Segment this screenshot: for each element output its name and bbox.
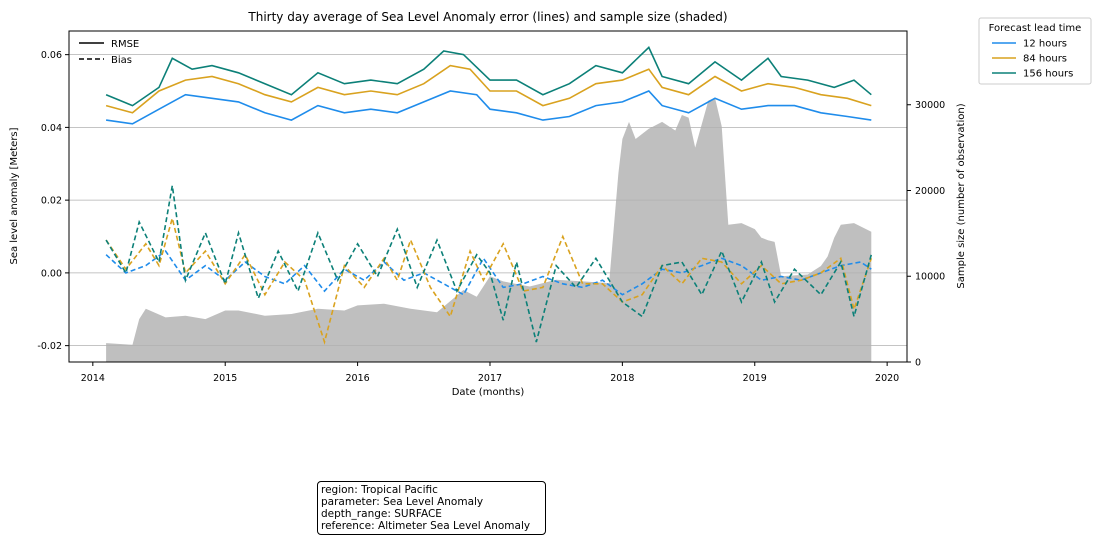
bias-line-series-0 <box>105 249 872 296</box>
y-tick-label-0: -0.02 <box>37 341 62 352</box>
rmse-bias-legend: RMSE Bias <box>79 39 139 66</box>
bias-legend-label: Bias <box>111 55 132 66</box>
rmse-legend-label: RMSE <box>111 39 139 50</box>
y-tick-label-3: 0.04 <box>41 123 62 134</box>
y2-tick-label-1: 10000 <box>915 272 945 283</box>
rmse-line-series-1 <box>105 64 872 114</box>
plot-frame <box>68 30 908 363</box>
bias-line-series-2 <box>105 185 873 343</box>
y2-tick-label-3: 30000 <box>915 100 945 111</box>
x-tick-label-3: 2017 <box>478 373 502 384</box>
y-tick-label-4: 0.06 <box>41 50 62 61</box>
rmse-line-series-2 <box>105 46 872 107</box>
info-depth-range: depth_range: SURFACE <box>321 508 442 520</box>
info-parameter: parameter: Sea Level Anomaly <box>321 496 484 508</box>
lead-time-legend: Forecast lead time 12 hours 84 hours 156 h… <box>978 17 1092 85</box>
lead-legend-label-2: 156 hours <box>1023 69 1073 80</box>
y2-tick-label-2: 20000 <box>915 186 945 197</box>
gridlines <box>69 54 907 347</box>
rmse-line-series-0 <box>105 90 872 125</box>
x-axis-label: Date (months) <box>452 387 525 398</box>
x-tick-label-6: 2020 <box>875 373 899 384</box>
x-tick-label-2: 2016 <box>346 373 370 384</box>
y2-tick-label-0: 0 <box>915 358 921 369</box>
lead-time-legend-title: Forecast lead time <box>989 23 1082 34</box>
y2-axis-label: Sample size (number of observation) <box>956 103 967 288</box>
lead-time-legend-entries: 12 hours 84 hours 156 hours <box>992 39 1073 80</box>
lead-legend-label-0: 12 hours <box>1023 39 1067 50</box>
axes: 2014 2015 2016 2017 2018 2019 2020 -0.02 0.00 0.0… <box>37 50 945 384</box>
x-tick-label-5: 2019 <box>743 373 767 384</box>
plot-area: 2014 2015 2016 2017 2018 2019 2020 -0.02 0.00 0.0… <box>37 30 945 384</box>
y-axis-label: Sea level anomaly [Meters] <box>9 127 20 264</box>
sample-size-area <box>106 97 872 363</box>
x-tick-label-0: 2014 <box>81 373 105 384</box>
info-reference: reference: Altimeter Sea Level Anomaly <box>321 520 531 532</box>
y-tick-label-2: 0.02 <box>41 196 62 207</box>
chart-title: Thirty day average of Sea Level Anomaly … <box>247 10 727 24</box>
x-tick-label-4: 2018 <box>610 373 634 384</box>
info-region: region: Tropical Pacific <box>321 484 438 496</box>
x-tick-label-1: 2015 <box>213 373 237 384</box>
series-lines <box>105 46 873 345</box>
lead-time-legend-box <box>978 17 1092 85</box>
metadata-info-box: region: Tropical Pacific parameter: Sea … <box>317 481 546 535</box>
bias-line-series-1 <box>105 215 873 345</box>
lead-legend-label-1: 84 hours <box>1023 54 1067 65</box>
sample-size-layer <box>106 97 872 363</box>
y-tick-label-1: 0.00 <box>41 268 62 279</box>
